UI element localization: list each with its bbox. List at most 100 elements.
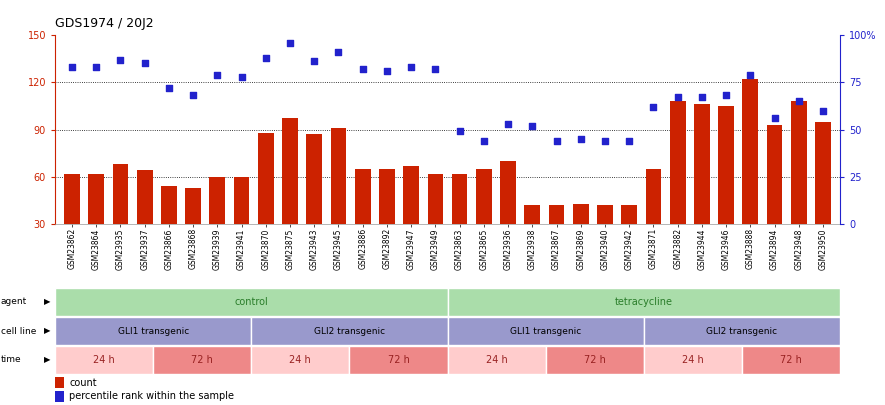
Bar — [55, 377, 65, 388]
Point — [767, 115, 781, 122]
Point — [211, 71, 225, 78]
Point — [622, 138, 636, 144]
Point — [65, 64, 79, 70]
Text: 24 h: 24 h — [486, 355, 507, 365]
Point — [186, 92, 200, 99]
Bar — [64, 174, 80, 271]
Bar — [643, 317, 840, 345]
Bar — [55, 391, 65, 402]
Bar — [234, 177, 250, 271]
Text: cell line: cell line — [1, 326, 36, 335]
Point — [89, 64, 104, 70]
Bar — [549, 205, 565, 271]
Bar — [88, 174, 104, 271]
Point — [137, 60, 151, 66]
Point — [356, 66, 370, 72]
Bar — [670, 101, 686, 271]
Bar — [597, 205, 612, 271]
Bar — [791, 101, 807, 271]
Bar — [210, 177, 225, 271]
Bar — [427, 174, 443, 271]
Point — [743, 71, 758, 78]
Text: GDS1974 / 20J2: GDS1974 / 20J2 — [55, 17, 154, 30]
Bar — [350, 346, 448, 374]
Bar — [815, 122, 831, 271]
Point — [525, 122, 539, 129]
Text: GLI1 transgenic: GLI1 transgenic — [510, 326, 581, 335]
Bar — [379, 169, 395, 271]
Point — [162, 85, 176, 91]
Point — [113, 56, 127, 63]
Text: 24 h: 24 h — [93, 355, 115, 365]
Bar — [306, 134, 322, 271]
Bar — [448, 288, 840, 316]
Bar — [161, 186, 177, 271]
Bar — [55, 317, 251, 345]
Bar — [546, 346, 643, 374]
Text: control: control — [235, 297, 268, 307]
Bar — [743, 79, 758, 271]
Point — [598, 138, 612, 144]
Bar — [573, 204, 589, 271]
Text: GLI1 transgenic: GLI1 transgenic — [118, 326, 189, 335]
Bar — [645, 169, 661, 271]
Point — [573, 136, 588, 142]
Text: agent: agent — [1, 298, 27, 307]
Bar — [500, 161, 516, 271]
Text: 72 h: 72 h — [780, 355, 802, 365]
Bar — [643, 346, 742, 374]
Point — [307, 58, 321, 65]
Bar — [185, 188, 201, 271]
Bar — [331, 128, 346, 271]
Bar — [719, 106, 734, 271]
Bar — [404, 166, 419, 271]
Text: count: count — [69, 377, 96, 388]
Text: ▶: ▶ — [44, 326, 50, 335]
Bar — [137, 171, 152, 271]
Text: percentile rank within the sample: percentile rank within the sample — [69, 391, 235, 401]
Point — [816, 107, 830, 114]
Text: GLI2 transgenic: GLI2 transgenic — [706, 326, 777, 335]
Bar — [476, 169, 492, 271]
Bar — [251, 317, 448, 345]
Bar — [55, 346, 153, 374]
Text: 72 h: 72 h — [191, 355, 213, 365]
Bar — [742, 346, 840, 374]
Point — [258, 54, 273, 61]
Bar — [525, 205, 540, 271]
Text: ▶: ▶ — [44, 356, 50, 364]
Point — [235, 73, 249, 80]
Bar — [258, 133, 273, 271]
Point — [501, 121, 515, 127]
Bar — [621, 205, 637, 271]
Bar — [355, 169, 371, 271]
Bar — [451, 174, 467, 271]
Text: 24 h: 24 h — [289, 355, 312, 365]
Bar — [448, 317, 643, 345]
Text: 24 h: 24 h — [682, 355, 704, 365]
Point — [477, 138, 491, 144]
Bar — [282, 119, 298, 271]
Point — [331, 49, 345, 55]
Text: 72 h: 72 h — [584, 355, 605, 365]
Bar — [251, 346, 350, 374]
Point — [283, 39, 297, 46]
Text: tetracycline: tetracycline — [615, 297, 673, 307]
Point — [671, 94, 685, 100]
Text: 72 h: 72 h — [388, 355, 410, 365]
Bar — [55, 288, 448, 316]
Text: GLI2 transgenic: GLI2 transgenic — [314, 326, 385, 335]
Text: ▶: ▶ — [44, 298, 50, 307]
Point — [428, 66, 442, 72]
Point — [452, 128, 466, 134]
Text: time: time — [1, 356, 21, 364]
Bar — [153, 346, 251, 374]
Bar — [694, 104, 710, 271]
Point — [695, 94, 709, 100]
Point — [719, 92, 733, 99]
Point — [792, 98, 806, 104]
Bar — [766, 125, 782, 271]
Point — [380, 68, 394, 74]
Point — [550, 138, 564, 144]
Point — [646, 104, 660, 110]
